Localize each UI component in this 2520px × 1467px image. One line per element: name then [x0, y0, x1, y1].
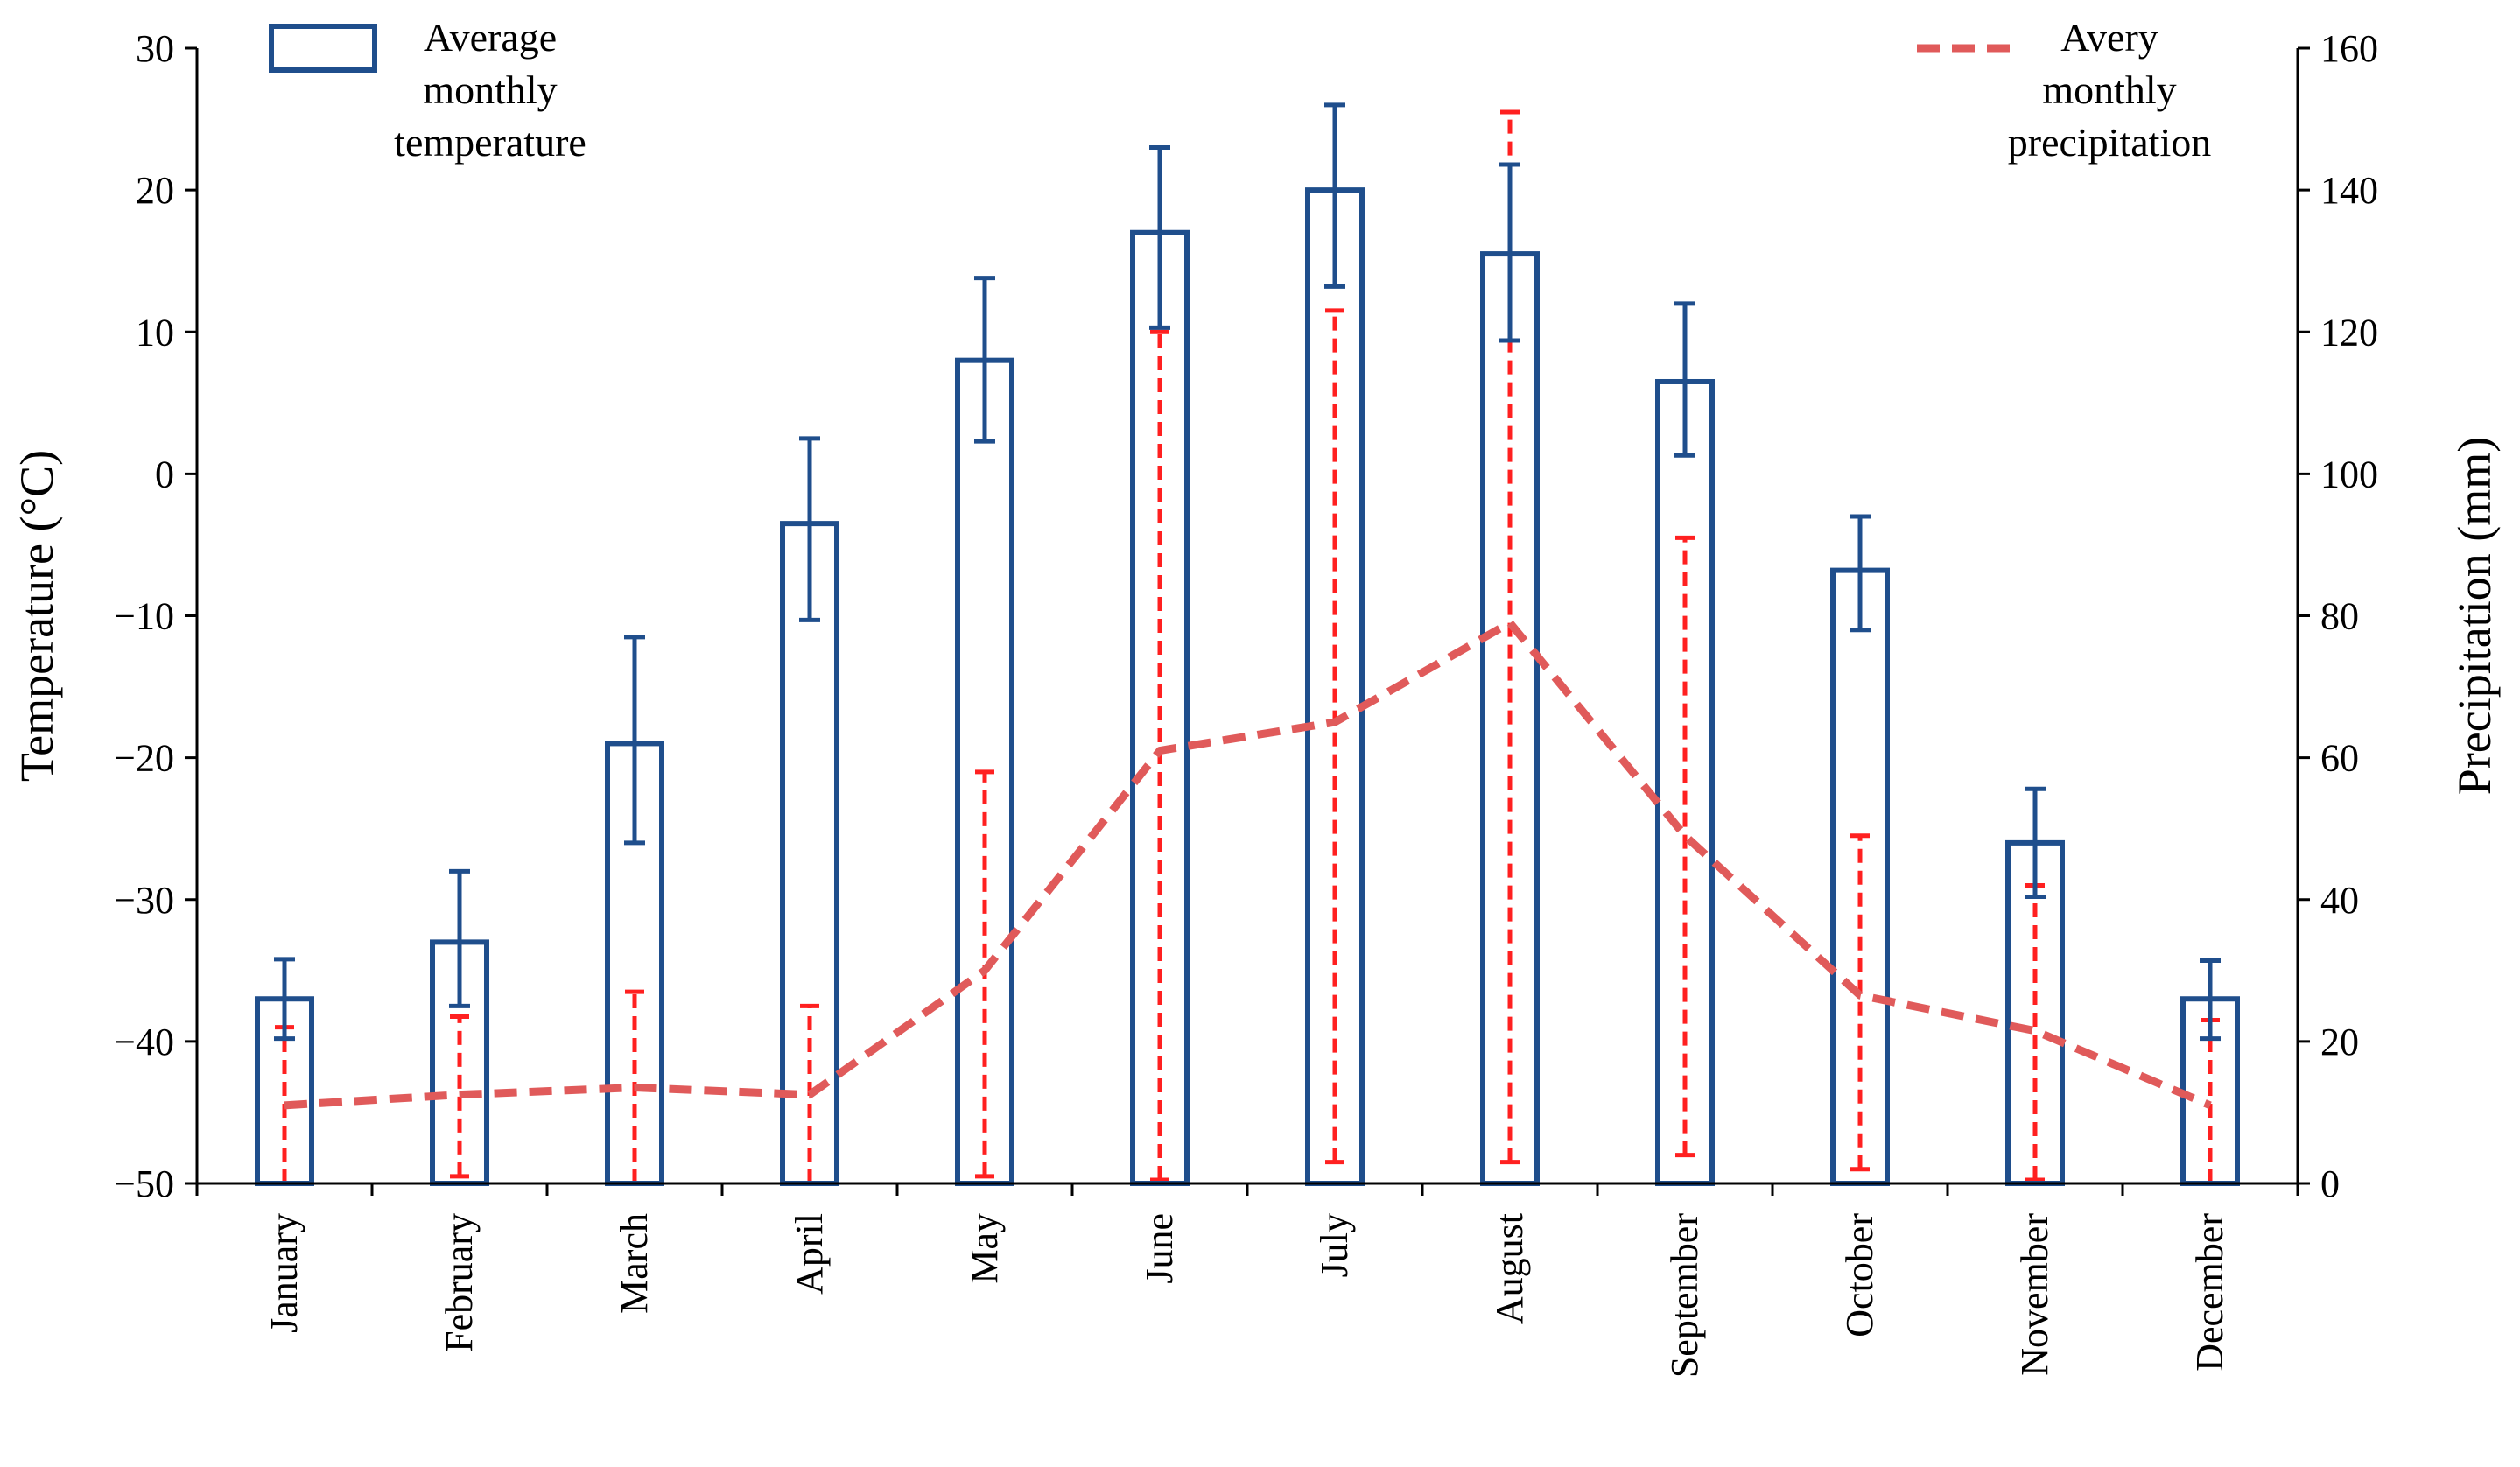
month-label: February [438, 1213, 481, 1352]
legend-temperature-text: monthly [423, 67, 557, 112]
precipitation-line [284, 619, 2212, 1110]
left-tick-label: −50 [114, 1162, 174, 1205]
month-label: August [1488, 1213, 1531, 1324]
temperature-bars [255, 187, 2240, 1187]
left-tick-label: −30 [114, 879, 174, 922]
right-tick-label: 40 [2320, 879, 2359, 922]
left-tick-label: 10 [136, 311, 174, 354]
right-tick-label: 160 [2320, 27, 2378, 70]
month-label: March [613, 1213, 656, 1314]
month-label: July [1313, 1213, 1356, 1277]
left-tick-label: 30 [136, 27, 174, 70]
left-axis-ticks: 30 20 10 0 −10 −20 −30 −40 −50 [114, 27, 197, 1205]
left-tick-label: −10 [114, 595, 174, 638]
legend-temperature-text: Average [424, 15, 557, 60]
legend-bar-swatch [269, 24, 377, 73]
left-tick-label: 0 [155, 453, 174, 495]
right-tick-label: 60 [2320, 737, 2359, 780]
right-axis-title: Precipitation (mm) [2448, 437, 2501, 795]
right-tick-label: 0 [2320, 1162, 2340, 1205]
legend: Average monthly temperature Avery monthly pre… [269, 15, 2211, 165]
left-axis-title: Temperature (°C) [11, 450, 63, 782]
legend-precipitation-text: precipitation [2008, 120, 2211, 165]
month-label: September [1663, 1213, 1706, 1379]
month-label: April [788, 1213, 831, 1295]
month-label: May [963, 1213, 1006, 1284]
precip-series-line [284, 619, 2212, 1110]
precipitation-error-bars [275, 109, 2220, 1186]
right-tick-label: 120 [2320, 311, 2378, 354]
month-label: October [1838, 1213, 1881, 1337]
right-axis-ticks: 160 140 120 100 80 60 40 20 0 [2298, 27, 2378, 1205]
left-tick-label: −20 [114, 737, 174, 780]
legend-precipitation-text: Avery [2060, 15, 2158, 60]
month-label: June [1138, 1213, 1181, 1284]
temperature-error-bars [274, 102, 2221, 1042]
legend-temperature-text: temperature [394, 120, 586, 165]
month-labels: January February March April May June July Augu… [263, 1213, 2231, 1379]
month-label: November [2013, 1213, 2056, 1376]
right-tick-label: 80 [2320, 595, 2359, 638]
month-label: January [263, 1213, 305, 1333]
month-label: December [2188, 1213, 2231, 1372]
right-tick-label: 20 [2320, 1021, 2359, 1063]
legend-precipitation-text: monthly [2042, 67, 2176, 112]
left-tick-label: 20 [136, 169, 174, 212]
right-tick-label: 140 [2320, 169, 2378, 212]
right-tick-label: 100 [2320, 453, 2378, 495]
left-tick-label: −40 [114, 1021, 174, 1063]
